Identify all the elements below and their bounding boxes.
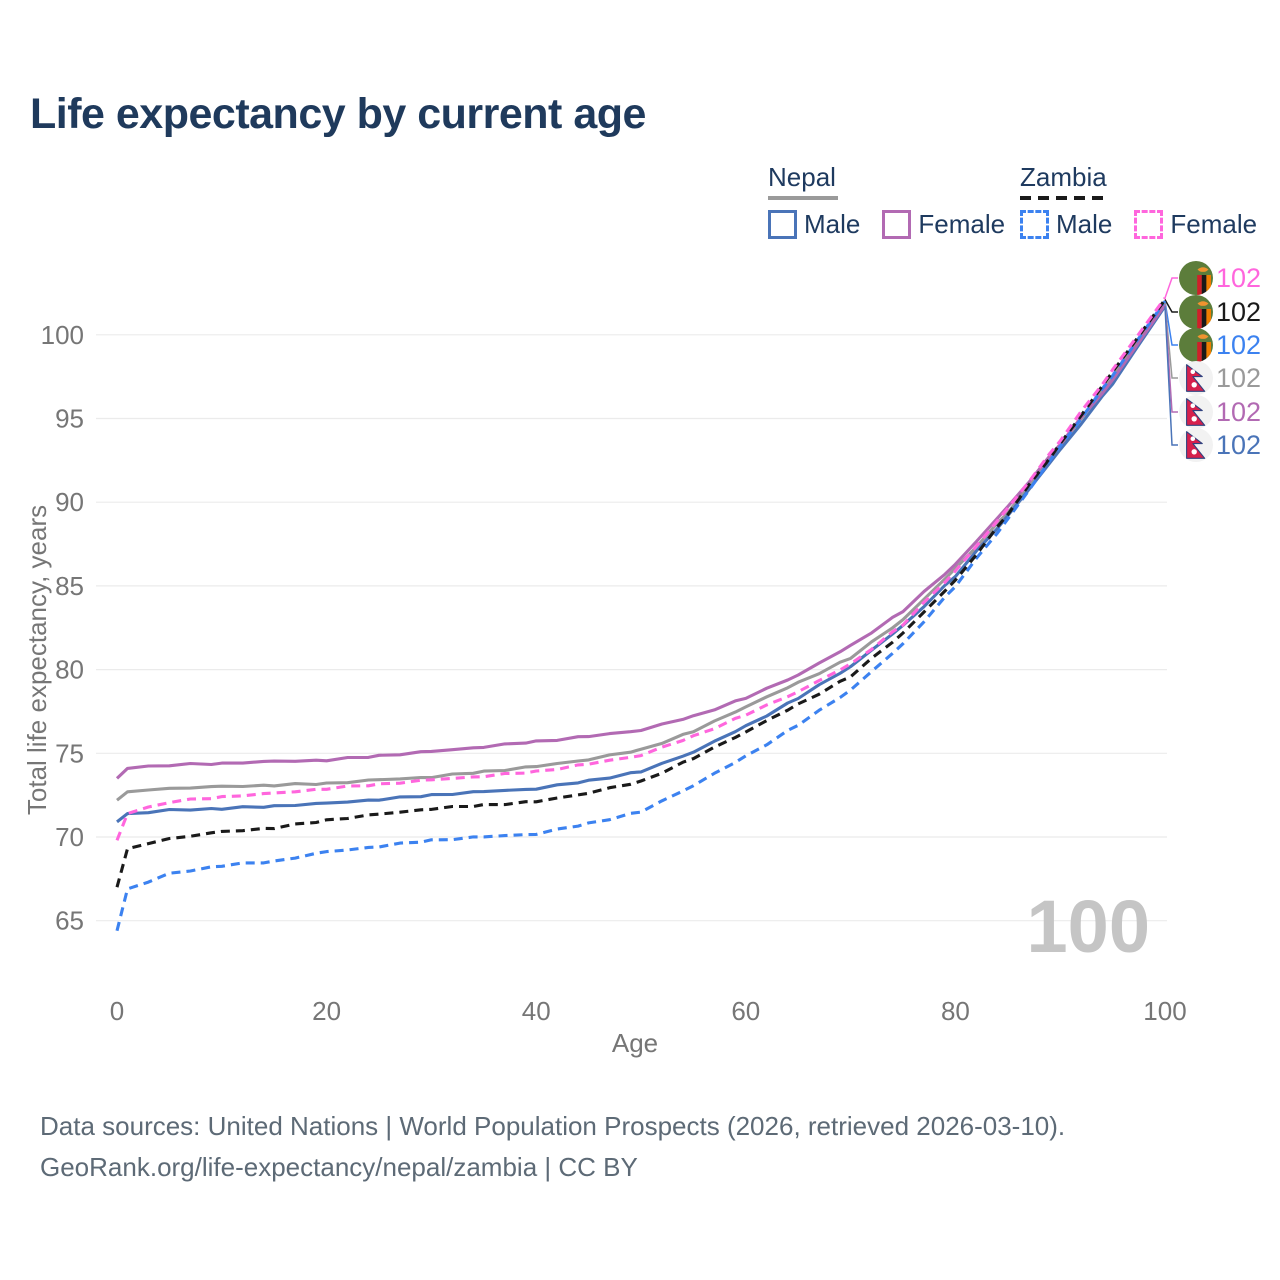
legend-group-zambia: Zambia Male Female: [1020, 162, 1279, 240]
stripe-red: [1197, 342, 1202, 362]
zambia-flag-stripes: [1197, 342, 1211, 362]
leader-line-zambia: [1164, 299, 1178, 313]
leader-line-zambia-female: [1164, 277, 1178, 299]
series-line-nepal[interactable]: [116, 302, 1167, 802]
y-tick-label-65: 65: [55, 906, 84, 936]
end-value-label-nepal: 102: [1216, 363, 1261, 393]
nepal-male-swatch[interactable]: [768, 210, 797, 239]
x-tick-label-40: 40: [522, 996, 551, 1026]
stripe-orange: [1206, 275, 1211, 295]
legend-item-zambia-male[interactable]: Male: [1020, 209, 1112, 240]
legend-country-nepal: Nepal: [768, 162, 836, 192]
leader-line-nepal: [1164, 302, 1178, 379]
y-tick-label-90: 90: [55, 487, 84, 517]
series-line-zambia-female[interactable]: [115, 297, 1167, 841]
flag-icon-nepal: [1179, 395, 1213, 429]
legend-label: Male: [804, 209, 861, 239]
series-line-nepal-female[interactable]: [115, 303, 1167, 780]
nepal-sun: [1191, 416, 1197, 422]
series-line-nepal-male[interactable]: [116, 305, 1167, 824]
stripe-red: [1197, 275, 1202, 295]
zambia-flag-stripes: [1197, 309, 1211, 329]
zambia-dashed-line-sample: [1020, 196, 1108, 200]
nepal-sun: [1191, 382, 1197, 388]
x-tick-label-100: 100: [1143, 996, 1186, 1026]
flag-icon-nepal: [1179, 428, 1213, 462]
zambia-male-swatch[interactable]: [1020, 210, 1049, 239]
x-axis-title: Age: [612, 1028, 658, 1058]
stripe-black: [1201, 275, 1207, 295]
legend-country-zambia: Zambia: [1020, 162, 1107, 192]
footer-url-line: GeoRank.org/life-expectancy/nepal/zambia…: [40, 1152, 638, 1182]
x-tick-label-80: 80: [941, 996, 970, 1026]
legend-label: Female: [1170, 209, 1258, 239]
y-tick-label-80: 80: [55, 655, 84, 685]
y-tick-label-85: 85: [55, 571, 84, 601]
leader-line-nepal-male: [1164, 306, 1178, 446]
stripe-black: [1201, 309, 1207, 329]
flag-icon-zambia: [1179, 261, 1213, 295]
legend-item-nepal-male[interactable]: Male: [768, 209, 860, 240]
flag-icon-zambia: [1179, 328, 1213, 362]
footer-sources-line: Data sources: United Nations | World Pop…: [40, 1111, 1066, 1141]
page-title: Life expectancy by current age: [30, 90, 646, 138]
flag-icon-zambia: [1179, 295, 1213, 329]
x-tick-label-0: 0: [110, 996, 124, 1026]
stripe-red: [1197, 309, 1202, 329]
zambia-eagle: [1197, 267, 1209, 272]
nepal-moon: [1190, 403, 1196, 408]
zambia-eagle: [1197, 334, 1209, 339]
x-tick-label-60: 60: [731, 996, 760, 1026]
nepal-solid-line-sample: [768, 196, 838, 200]
data-source-footer: Data sources: United Nations | World Pop…: [40, 1106, 1065, 1188]
zambia-eagle: [1197, 301, 1209, 306]
y-tick-label-70: 70: [55, 822, 84, 852]
flag-icon-nepal: [1179, 361, 1213, 395]
y-axis-title: Total life expectancy, years: [22, 505, 52, 815]
series-line-zambia[interactable]: [115, 298, 1167, 888]
end-value-label-nepal-male: 102: [1216, 430, 1261, 460]
zambia-flag-stripes: [1197, 275, 1211, 295]
y-tick-label-100: 100: [41, 320, 84, 350]
legend-group-nepal: Nepal Male Female: [768, 162, 1027, 240]
nepal-moon: [1190, 436, 1196, 441]
end-value-label-zambia: 102: [1216, 297, 1261, 327]
stripe-orange: [1206, 309, 1211, 329]
zambia-female-swatch[interactable]: [1134, 210, 1164, 239]
series-line-zambia-male[interactable]: [115, 300, 1167, 932]
end-value-label-zambia-female: 102: [1216, 263, 1261, 293]
x-tick-label-20: 20: [312, 996, 341, 1026]
end-value-label-nepal-female: 102: [1216, 397, 1261, 427]
leader-line-zambia-male: [1164, 301, 1178, 346]
nepal-female-swatch[interactable]: [882, 210, 912, 239]
end-value-label-zambia-male: 102: [1216, 330, 1261, 360]
stripe-black: [1201, 342, 1207, 362]
legend-item-nepal-female[interactable]: Female: [882, 209, 1005, 240]
nepal-moon: [1190, 369, 1196, 374]
nepal-sun: [1191, 449, 1197, 455]
y-tick-label-75: 75: [55, 738, 84, 768]
legend-label: Male: [1056, 209, 1113, 239]
y-tick-label-95: 95: [55, 404, 84, 434]
current-age-watermark: 100: [1027, 885, 1150, 968]
legend-item-zambia-female[interactable]: Female: [1134, 209, 1257, 240]
legend-label: Female: [918, 209, 1006, 239]
stripe-orange: [1206, 342, 1211, 362]
